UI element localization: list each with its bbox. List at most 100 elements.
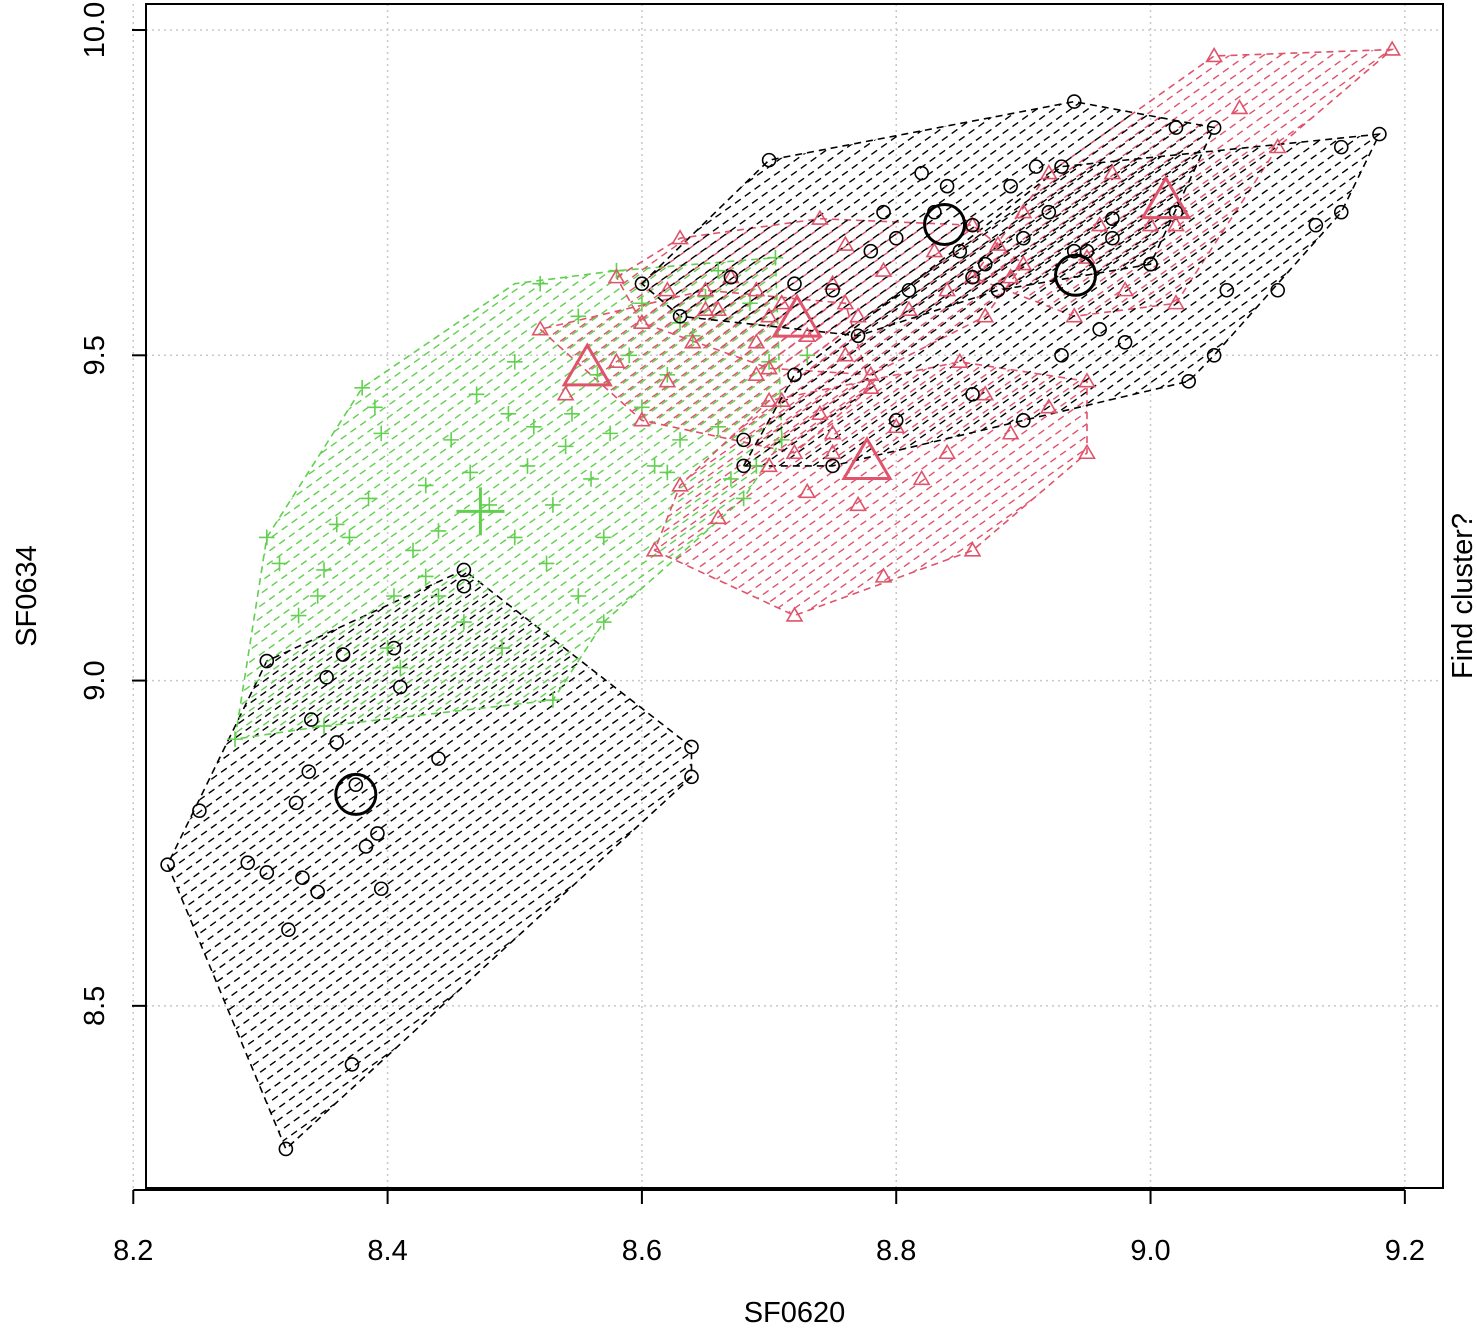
hatch-line xyxy=(342,219,561,375)
hull-hatch xyxy=(0,134,1380,466)
hatch-line xyxy=(169,570,692,1149)
hatch-line xyxy=(654,361,971,616)
data-point xyxy=(570,308,587,325)
hatch-line xyxy=(767,218,987,375)
hatch-line xyxy=(1125,362,1477,616)
data-point xyxy=(633,313,651,329)
hatch-line xyxy=(243,257,782,740)
hatch-line xyxy=(1141,219,1360,375)
hatch-line xyxy=(641,101,861,336)
hatch-line xyxy=(0,258,68,739)
hatch-line xyxy=(1442,50,1477,317)
data-point xyxy=(723,269,739,285)
hatch-line xyxy=(540,290,616,453)
hatch-line xyxy=(0,134,411,466)
hatch-line xyxy=(1050,49,1393,317)
data-point xyxy=(589,367,606,383)
hatch-line xyxy=(972,49,1255,317)
hatch-line xyxy=(167,570,522,1149)
hatch-line xyxy=(167,570,692,1149)
hatch-line xyxy=(1271,134,1380,466)
hatch-line xyxy=(733,361,1087,616)
data-point xyxy=(370,826,385,841)
hatch-line xyxy=(142,102,470,336)
hatch-line xyxy=(1016,49,1391,317)
hatch-line xyxy=(234,290,462,453)
data-point xyxy=(1041,204,1057,220)
hatch-line xyxy=(1212,101,1215,336)
hatch-line xyxy=(818,218,1024,375)
hatch-line xyxy=(235,257,409,740)
hatch-line xyxy=(628,570,692,1149)
data-point xyxy=(939,178,955,194)
hatch-line xyxy=(490,50,863,317)
hatch-line xyxy=(1207,570,1477,1149)
hatch-line xyxy=(972,49,1238,317)
hatch-line xyxy=(592,50,965,317)
hatch-line xyxy=(0,102,316,336)
hatch-line xyxy=(167,570,641,1149)
data-point xyxy=(684,769,699,785)
hatch-line xyxy=(753,101,1082,336)
hatch-line xyxy=(1373,134,1380,466)
hatch-line xyxy=(1135,134,1380,466)
hatch-line xyxy=(654,361,920,616)
data-point xyxy=(319,670,334,685)
hatch-line xyxy=(805,258,1477,739)
hatch-line xyxy=(829,134,1295,466)
hatch-line xyxy=(748,570,1477,1149)
hatch-line xyxy=(0,570,62,1149)
data-point xyxy=(634,295,650,312)
data-point xyxy=(1066,94,1082,109)
hatch-line xyxy=(167,570,454,1149)
hatch-line xyxy=(665,218,885,375)
data-point xyxy=(430,588,447,604)
data-point xyxy=(341,529,358,546)
hatch-line xyxy=(1054,570,1477,1149)
hatch-line xyxy=(167,570,692,1149)
hatch-line xyxy=(167,570,267,1149)
hatch-line xyxy=(74,102,402,336)
hatch-line xyxy=(65,134,529,466)
data-point xyxy=(1066,243,1082,259)
data-point xyxy=(310,884,325,900)
cluster-center xyxy=(771,293,823,338)
hatch-line xyxy=(150,134,614,466)
data-point xyxy=(747,333,766,349)
hatch-line xyxy=(940,101,1215,336)
data-point xyxy=(938,443,956,460)
hatch-line xyxy=(788,258,1462,739)
hatch-line xyxy=(1241,570,1477,1149)
hatch-line xyxy=(235,257,782,740)
data-point xyxy=(506,354,523,370)
hatch-line xyxy=(835,218,1024,375)
data-point xyxy=(278,1141,294,1157)
hatch-line xyxy=(1339,134,1380,466)
data-point xyxy=(556,385,575,401)
hatch-line xyxy=(0,570,96,1149)
hatch-line xyxy=(261,102,589,336)
hatch-line xyxy=(641,101,725,336)
hatch-line xyxy=(822,258,1477,739)
y-axis-label: SF0634 xyxy=(11,545,43,647)
hatch-line xyxy=(0,102,282,336)
hatch-line xyxy=(1142,362,1477,616)
hatch-line xyxy=(540,290,565,453)
data-point xyxy=(874,261,893,277)
data-point xyxy=(773,432,790,448)
data-point xyxy=(545,692,561,708)
data-point xyxy=(468,386,485,403)
y-tick-label: 10.0 xyxy=(79,2,111,58)
hatch-line xyxy=(1111,258,1477,739)
hatch-line xyxy=(235,257,732,740)
data-point xyxy=(1001,424,1020,440)
data-point xyxy=(557,438,574,455)
hatch-line xyxy=(931,290,1159,453)
x-tick-label: 8.4 xyxy=(367,1235,407,1267)
hatch-line xyxy=(1434,102,1477,336)
data-point xyxy=(823,274,842,290)
data-point xyxy=(602,425,618,442)
hatch-line xyxy=(654,361,886,616)
data-point xyxy=(1103,164,1122,180)
